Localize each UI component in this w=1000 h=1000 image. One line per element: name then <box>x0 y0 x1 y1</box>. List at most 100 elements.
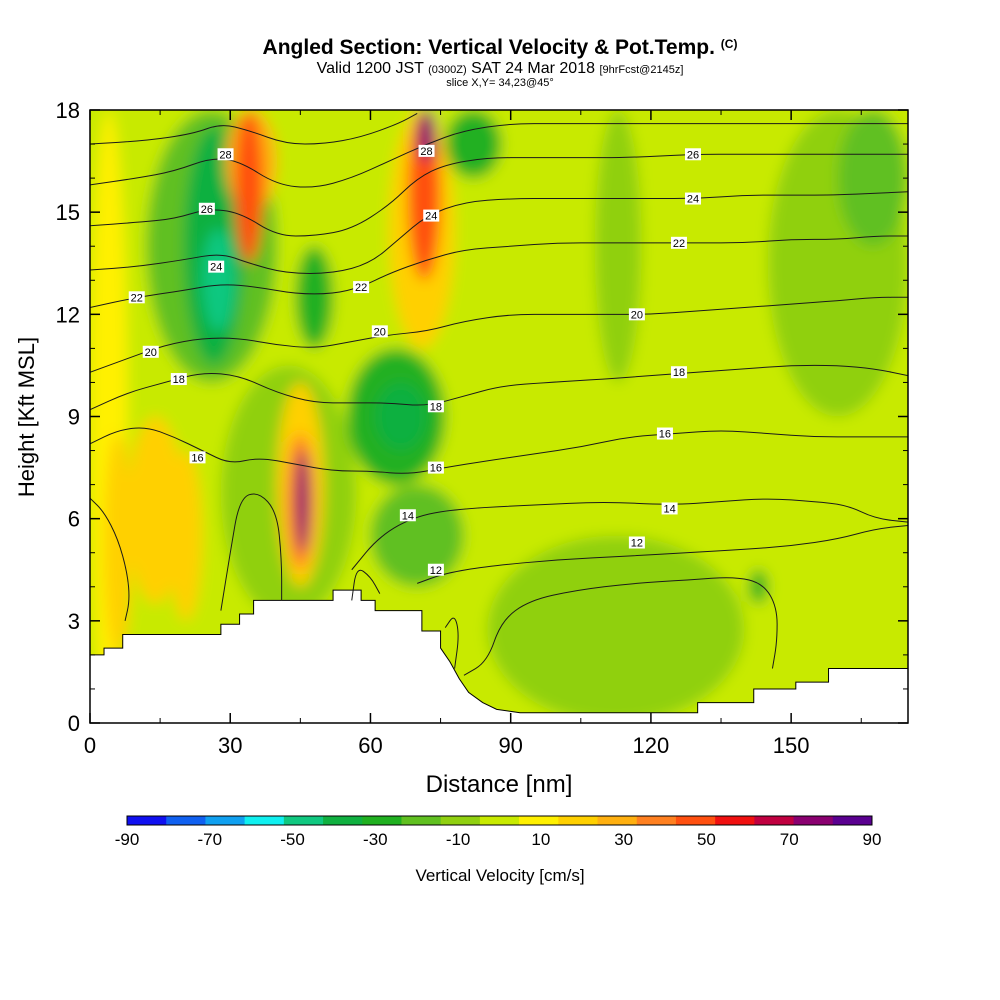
theta-contour <box>220 493 283 611</box>
theta-contour <box>90 112 418 145</box>
contour-label: 18 <box>427 400 444 413</box>
colorbar: -90 -70 -50 -30 -10 10 30 50 70 90 <box>115 815 881 849</box>
plot-frame <box>89 109 909 724</box>
velocity-cell <box>202 229 235 332</box>
theta-contour <box>444 617 459 669</box>
contour-label: 22 <box>128 291 145 304</box>
colorbar-swatch <box>401 816 442 825</box>
velocity-cell <box>594 110 642 383</box>
contour-label: 22 <box>670 236 687 250</box>
svg-text:22: 22 <box>673 238 685 250</box>
x-tick-label: 60 <box>358 733 382 758</box>
contour-label: 26 <box>684 148 701 161</box>
velocity-cell <box>370 484 464 587</box>
y-tick-label: 3 <box>68 609 80 634</box>
contour-label: 16 <box>427 461 444 475</box>
theta-contour <box>90 153 908 237</box>
contour-label: 12 <box>628 536 645 550</box>
contour-label: 26 <box>198 202 215 216</box>
y-tick-label: 6 <box>68 507 80 532</box>
colorbar-tick-label: -50 <box>280 830 305 849</box>
contour-label: 18 <box>670 366 687 379</box>
svg-text:26: 26 <box>201 204 213 216</box>
theta-contour <box>417 524 908 584</box>
velocity-cell <box>90 110 128 723</box>
colorbar-swatch <box>597 816 638 825</box>
svg-text:26: 26 <box>687 149 699 161</box>
velocity-cell <box>295 450 310 553</box>
colorbar-tick-label: -10 <box>446 830 471 849</box>
terrain <box>90 589 908 723</box>
slice-info: slice X,Y= 34,23@45° <box>446 77 554 89</box>
contour-label: 18 <box>170 373 187 386</box>
colorbar-tick-label: -90 <box>115 830 140 849</box>
velocity-cell <box>183 127 245 366</box>
contour-label: 14 <box>661 502 678 515</box>
colorbar-swatch <box>715 816 755 825</box>
x-tick-label: 90 <box>498 733 522 758</box>
svg-text:24: 24 <box>687 194 699 206</box>
theta-contour <box>90 364 908 411</box>
x-tick-label: 150 <box>773 733 810 758</box>
velocity-cell <box>169 450 203 621</box>
contour-label: 20 <box>371 325 388 338</box>
colorbar-tick-label: -30 <box>363 830 388 849</box>
svg-text:22: 22 <box>355 282 367 294</box>
colorbar-swatch <box>675 816 716 825</box>
contour-label: 14 <box>399 509 416 522</box>
theta-contour <box>90 235 908 309</box>
svg-text:24: 24 <box>210 262 222 274</box>
y-tick-label: 15 <box>56 200 80 225</box>
y-tick-label: 18 <box>56 98 80 123</box>
y-axis-label: Height [Kft MSL] <box>14 337 39 497</box>
valid-prefix: Valid 1200 JST <box>316 60 424 77</box>
chart-title-text: Angled Section: Vertical Velocity & Pot.… <box>262 36 715 59</box>
colorbar-swatch <box>244 816 285 825</box>
contour-label: 12 <box>427 563 444 577</box>
colorbar-swatch <box>754 816 795 825</box>
svg-text:16: 16 <box>430 463 442 475</box>
chart-title: Angled Section: Vertical Velocity & Pot.… <box>0 36 1000 60</box>
colorbar-swatch <box>793 816 834 825</box>
velocity-cell <box>127 416 184 604</box>
y-tick-label: 0 <box>68 711 80 736</box>
contour-label: 22 <box>353 281 370 294</box>
valid-forecast: [9hrFcst@2145z] <box>599 64 684 76</box>
colorbar-swatch <box>205 816 246 825</box>
colorbar-swatch <box>323 816 363 825</box>
colorbar-swatch <box>558 816 599 825</box>
y-tick-label: 12 <box>56 302 80 327</box>
velocity-cell <box>104 433 133 655</box>
theta-contour <box>90 497 130 621</box>
theta-contour <box>90 296 908 373</box>
velocity-cell <box>220 365 357 621</box>
svg-text:20: 20 <box>374 326 386 338</box>
svg-text:20: 20 <box>145 347 157 359</box>
svg-text:22: 22 <box>131 292 143 304</box>
colorbar-tick-label: 50 <box>697 830 716 849</box>
x-tick-label: 30 <box>218 733 242 758</box>
svg-text:18: 18 <box>430 401 442 413</box>
colorbar-swatch <box>127 816 167 825</box>
theta-contour <box>351 569 381 601</box>
theta-contour <box>90 191 908 274</box>
x-axis-label: Distance [nm] <box>426 771 573 798</box>
theta-contour <box>463 577 778 676</box>
colorbar-tick-label: 10 <box>531 830 550 849</box>
valid-utc: (0300Z) <box>428 64 467 76</box>
colorbar-swatch <box>283 816 324 825</box>
contour-label: 24 <box>423 209 440 223</box>
velocity-cell <box>146 110 277 383</box>
velocity-cell <box>286 433 315 570</box>
colorbar-frame <box>126 815 873 826</box>
contour-label: 24 <box>684 192 701 206</box>
velocity-cell <box>389 110 455 349</box>
svg-text:16: 16 <box>191 452 203 464</box>
svg-text:24: 24 <box>425 211 437 223</box>
x-tick-label: 0 <box>84 733 96 758</box>
svg-text:14: 14 <box>402 510 414 522</box>
contour-label: 16 <box>656 427 673 441</box>
velocity-cell <box>473 110 908 723</box>
colorbar-swatch <box>440 816 481 825</box>
